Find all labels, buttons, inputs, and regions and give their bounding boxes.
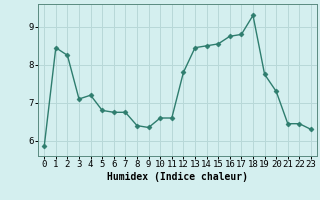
X-axis label: Humidex (Indice chaleur): Humidex (Indice chaleur) [107,172,248,182]
